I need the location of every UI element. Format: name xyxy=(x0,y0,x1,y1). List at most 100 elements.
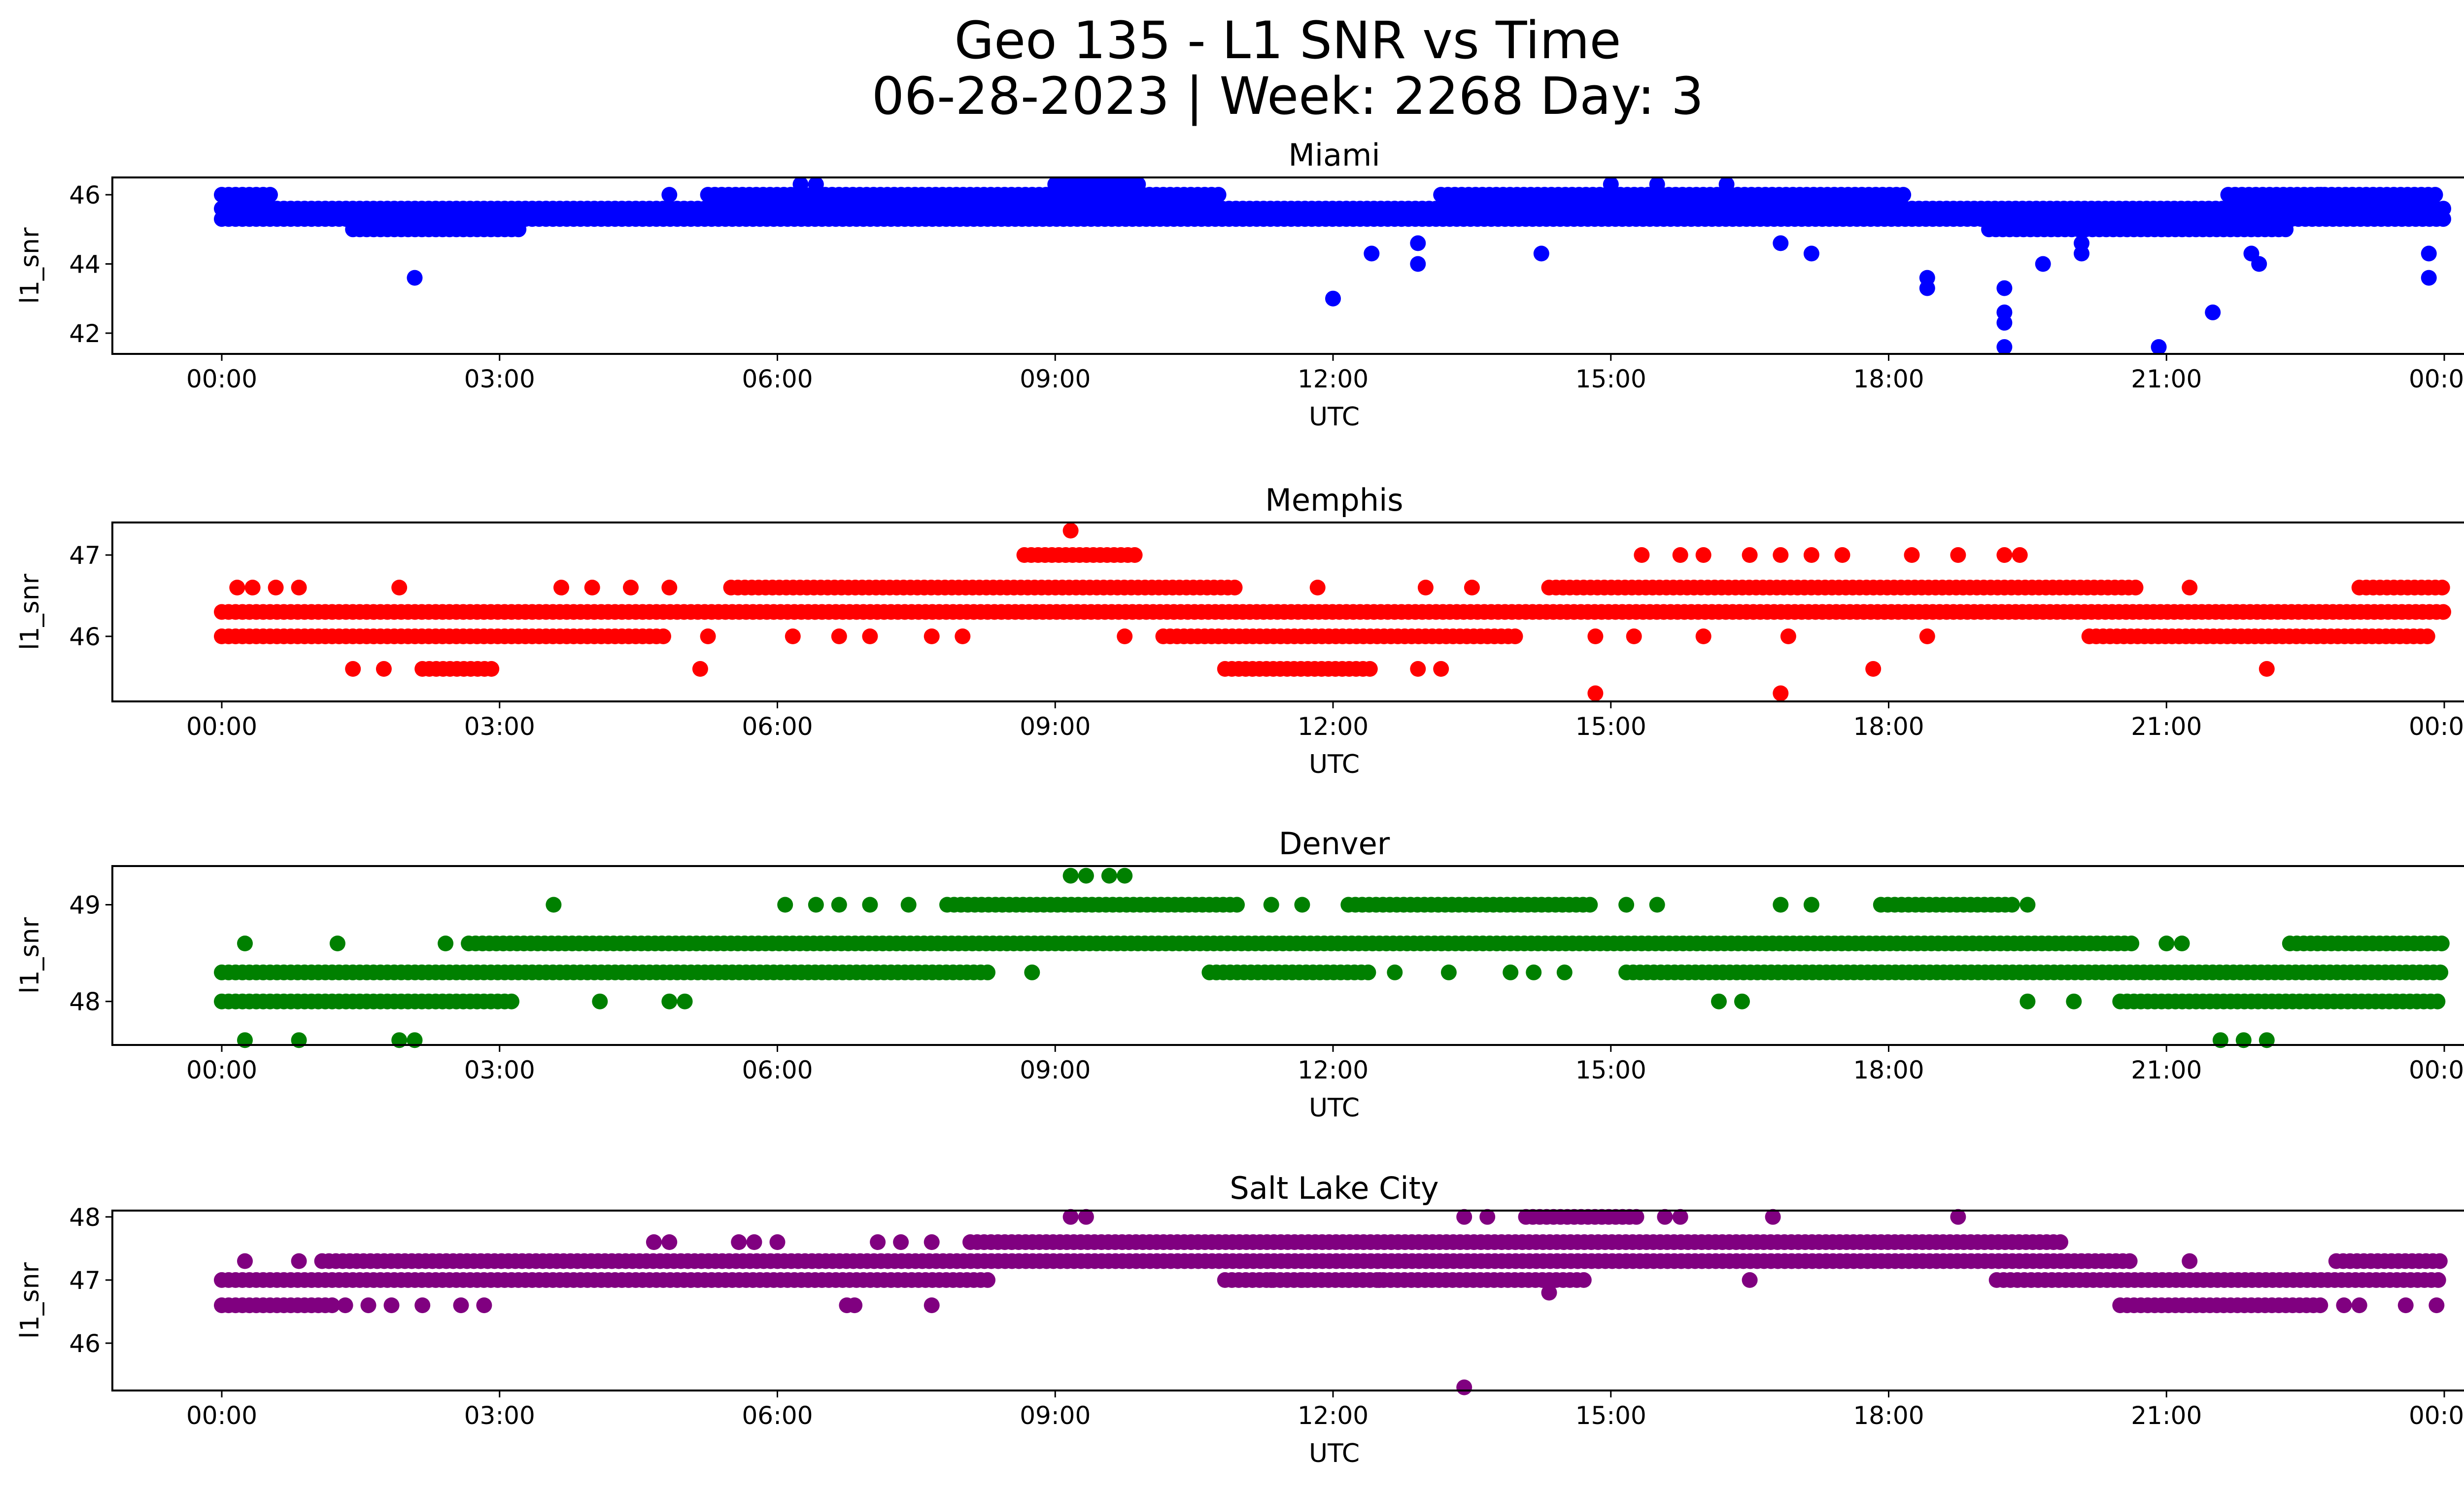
x-tick-label: 18:00 xyxy=(1853,365,1924,393)
data-point xyxy=(1410,1272,1426,1288)
x-tick-label: 06:00 xyxy=(742,712,813,741)
data-point xyxy=(1718,176,1735,192)
x-tick-label: 15:00 xyxy=(1575,1401,1646,1430)
x-tick-label: 09:00 xyxy=(1020,365,1091,393)
x-tick-label: 21:00 xyxy=(2131,1056,2202,1084)
y-tick-label: 49 xyxy=(69,891,101,919)
x-tick-label: 21:00 xyxy=(2131,712,2202,741)
x-tick-label: 03:00 xyxy=(464,1401,535,1430)
data-point xyxy=(1433,661,1449,677)
y-tick-label: 48 xyxy=(69,988,101,1016)
data-point xyxy=(1803,547,1819,563)
data-point xyxy=(1742,547,1758,563)
panel-2-points xyxy=(214,522,2451,701)
data-point xyxy=(2182,580,2198,595)
data-point xyxy=(2174,936,2190,951)
data-point xyxy=(661,993,678,1009)
data-point xyxy=(1865,661,1882,677)
data-point xyxy=(1062,1209,1079,1225)
panel-3-frame xyxy=(111,865,2464,1046)
data-point xyxy=(1695,547,1711,563)
data-point xyxy=(1456,1379,1472,1395)
data-point xyxy=(2313,187,2329,203)
data-point xyxy=(862,628,878,644)
data-point xyxy=(1024,964,1040,980)
data-point xyxy=(2004,897,2020,913)
data-point xyxy=(504,993,519,1009)
data-point xyxy=(1294,897,1310,913)
data-point xyxy=(646,1234,662,1250)
data-point xyxy=(1582,897,1598,913)
data-point xyxy=(1556,964,1573,980)
data-point xyxy=(2019,993,2036,1009)
data-point xyxy=(2182,1253,2198,1269)
data-point xyxy=(511,221,527,238)
data-point xyxy=(2421,245,2437,262)
data-point xyxy=(1711,993,1727,1009)
data-point xyxy=(1456,1209,1472,1225)
data-point xyxy=(777,897,793,913)
x-tick-label: 00:00 xyxy=(186,712,257,741)
data-point xyxy=(1742,1272,1758,1288)
data-point xyxy=(438,936,454,951)
data-point xyxy=(329,936,345,951)
data-point xyxy=(244,580,261,595)
data-point xyxy=(1309,580,1326,595)
x-tick-label: 06:00 xyxy=(742,365,813,393)
data-point xyxy=(262,187,278,203)
data-point xyxy=(661,187,678,203)
data-point xyxy=(1628,1209,1644,1225)
data-point xyxy=(785,628,801,644)
data-point xyxy=(2435,201,2451,217)
y-tick-label: 48 xyxy=(69,1203,101,1232)
data-point xyxy=(847,1297,863,1314)
data-point xyxy=(924,1297,940,1314)
data-point xyxy=(1618,897,1635,913)
data-point xyxy=(1127,547,1143,563)
data-point xyxy=(1895,187,1912,203)
data-point xyxy=(1657,1209,1673,1225)
points-layer xyxy=(214,176,2451,1395)
data-point xyxy=(655,628,671,644)
data-point xyxy=(2123,936,2140,951)
data-point xyxy=(1649,176,1665,192)
data-point xyxy=(1634,547,1650,563)
y-tick-label: 46 xyxy=(69,1329,101,1358)
panel-4-y-axis-label: l1_snr xyxy=(15,1262,45,1339)
data-point xyxy=(2312,1297,2328,1314)
y-tick-label: 42 xyxy=(69,319,101,348)
data-point xyxy=(2127,580,2144,595)
data-point xyxy=(746,1234,762,1250)
data-point xyxy=(1734,993,1750,1009)
y-tick-label: 47 xyxy=(69,541,101,570)
data-point xyxy=(2074,245,2089,262)
data-point xyxy=(623,580,639,595)
panel-1-x-axis-label: UTC xyxy=(1309,402,1360,432)
data-point xyxy=(792,176,809,192)
data-point xyxy=(924,1234,940,1250)
data-point xyxy=(1904,547,1920,563)
x-tick-label: 00:00 xyxy=(2409,1056,2464,1084)
data-point xyxy=(1803,245,1819,262)
data-point xyxy=(831,897,847,913)
data-point xyxy=(1410,661,1426,677)
data-point xyxy=(1362,661,1378,677)
data-point xyxy=(407,270,423,286)
x-tick-label: 15:00 xyxy=(1575,712,1646,741)
data-point xyxy=(2053,1234,2068,1250)
data-point xyxy=(1325,290,1341,307)
data-point xyxy=(2122,1253,2138,1269)
panel-1-points xyxy=(214,176,2451,355)
data-point xyxy=(677,993,693,1009)
data-point xyxy=(2434,580,2450,595)
data-point xyxy=(1587,685,1604,701)
panel-1-y-axis-label: l1_snr xyxy=(15,227,45,304)
data-point xyxy=(2435,604,2451,620)
x-tick-label: 06:00 xyxy=(742,1401,813,1430)
data-point xyxy=(1541,1285,1557,1301)
x-tick-label: 15:00 xyxy=(1575,1056,1646,1084)
data-point xyxy=(1773,547,1789,563)
data-point xyxy=(955,628,971,644)
data-point xyxy=(2259,661,2275,677)
data-point xyxy=(584,580,600,595)
